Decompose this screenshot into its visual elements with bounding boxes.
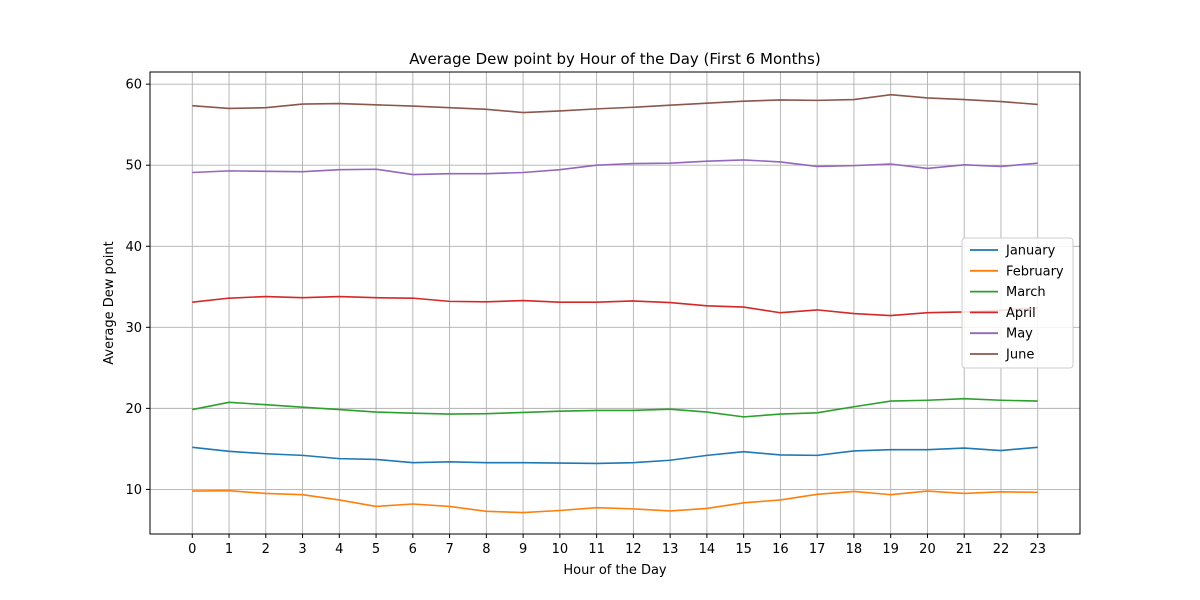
x-tick-label: 23 xyxy=(1029,542,1046,557)
x-tick-label: 18 xyxy=(846,542,863,557)
legend-entry: April xyxy=(1006,306,1036,321)
x-tick-label: 15 xyxy=(735,542,752,557)
x-tick-label: 13 xyxy=(662,542,679,557)
x-tick-label: 12 xyxy=(625,542,642,557)
x-tick-label: 9 xyxy=(519,542,527,557)
series-line-january xyxy=(192,446,1038,465)
legend-entry: February xyxy=(1006,264,1064,279)
x-tick-label: 1 xyxy=(225,542,233,557)
x-tick-label: 14 xyxy=(699,542,716,557)
x-tick-label: 7 xyxy=(445,542,453,557)
x-tick-label: 6 xyxy=(409,542,417,557)
series-line-may xyxy=(192,159,1038,176)
series-line-march xyxy=(192,397,1038,418)
series-line-june xyxy=(192,93,1038,114)
series-line-april xyxy=(192,295,1038,317)
y-tick-label: 30 xyxy=(125,321,142,336)
series-lines xyxy=(192,93,1038,514)
x-axis-ticks: 0 1 2 3 4 5 6 7 8 9 10 11 12 13 14 15 16 17 18 19 20 21 22 23 xyxy=(188,534,1046,557)
x-tick-label: 19 xyxy=(882,542,899,557)
y-axis-ticks: 10 20 30 40 50 60 xyxy=(125,78,150,498)
x-tick-label: 16 xyxy=(772,542,789,557)
legend-entry: May xyxy=(1006,327,1033,342)
x-tick-label: 20 xyxy=(919,542,936,557)
x-tick-label: 11 xyxy=(588,542,605,557)
y-tick-label: 50 xyxy=(125,159,142,174)
y-tick-label: 40 xyxy=(125,240,142,255)
legend-entry: March xyxy=(1006,285,1046,300)
chart-title: Average Dew point by Hour of the Day (Fi… xyxy=(409,50,820,68)
x-tick-label: 17 xyxy=(809,542,826,557)
series-line-february xyxy=(192,489,1038,514)
y-tick-label: 10 xyxy=(125,483,142,498)
x-tick-label: 4 xyxy=(335,542,343,557)
plot-frame xyxy=(149,71,1081,535)
y-axis-label: Average Dew point xyxy=(102,241,117,364)
x-tick-label: 3 xyxy=(298,542,306,557)
x-tick-label: 8 xyxy=(482,542,490,557)
y-tick-label: 60 xyxy=(125,78,142,93)
x-tick-label: 22 xyxy=(993,542,1010,557)
y-tick-label: 20 xyxy=(125,402,142,417)
legend: January February March April May June xyxy=(961,237,1074,369)
x-tick-label: 5 xyxy=(372,542,380,557)
x-tick-label: 10 xyxy=(552,542,569,557)
x-tick-label: 0 xyxy=(188,542,196,557)
y-gridlines xyxy=(150,83,1080,490)
x-axis-label: Hour of the Day xyxy=(563,563,667,578)
legend-entry: January xyxy=(1005,244,1056,259)
legend-entry: June xyxy=(1005,348,1034,363)
x-gridlines xyxy=(191,72,1039,534)
x-tick-label: 2 xyxy=(262,542,270,557)
x-tick-label: 21 xyxy=(956,542,973,557)
